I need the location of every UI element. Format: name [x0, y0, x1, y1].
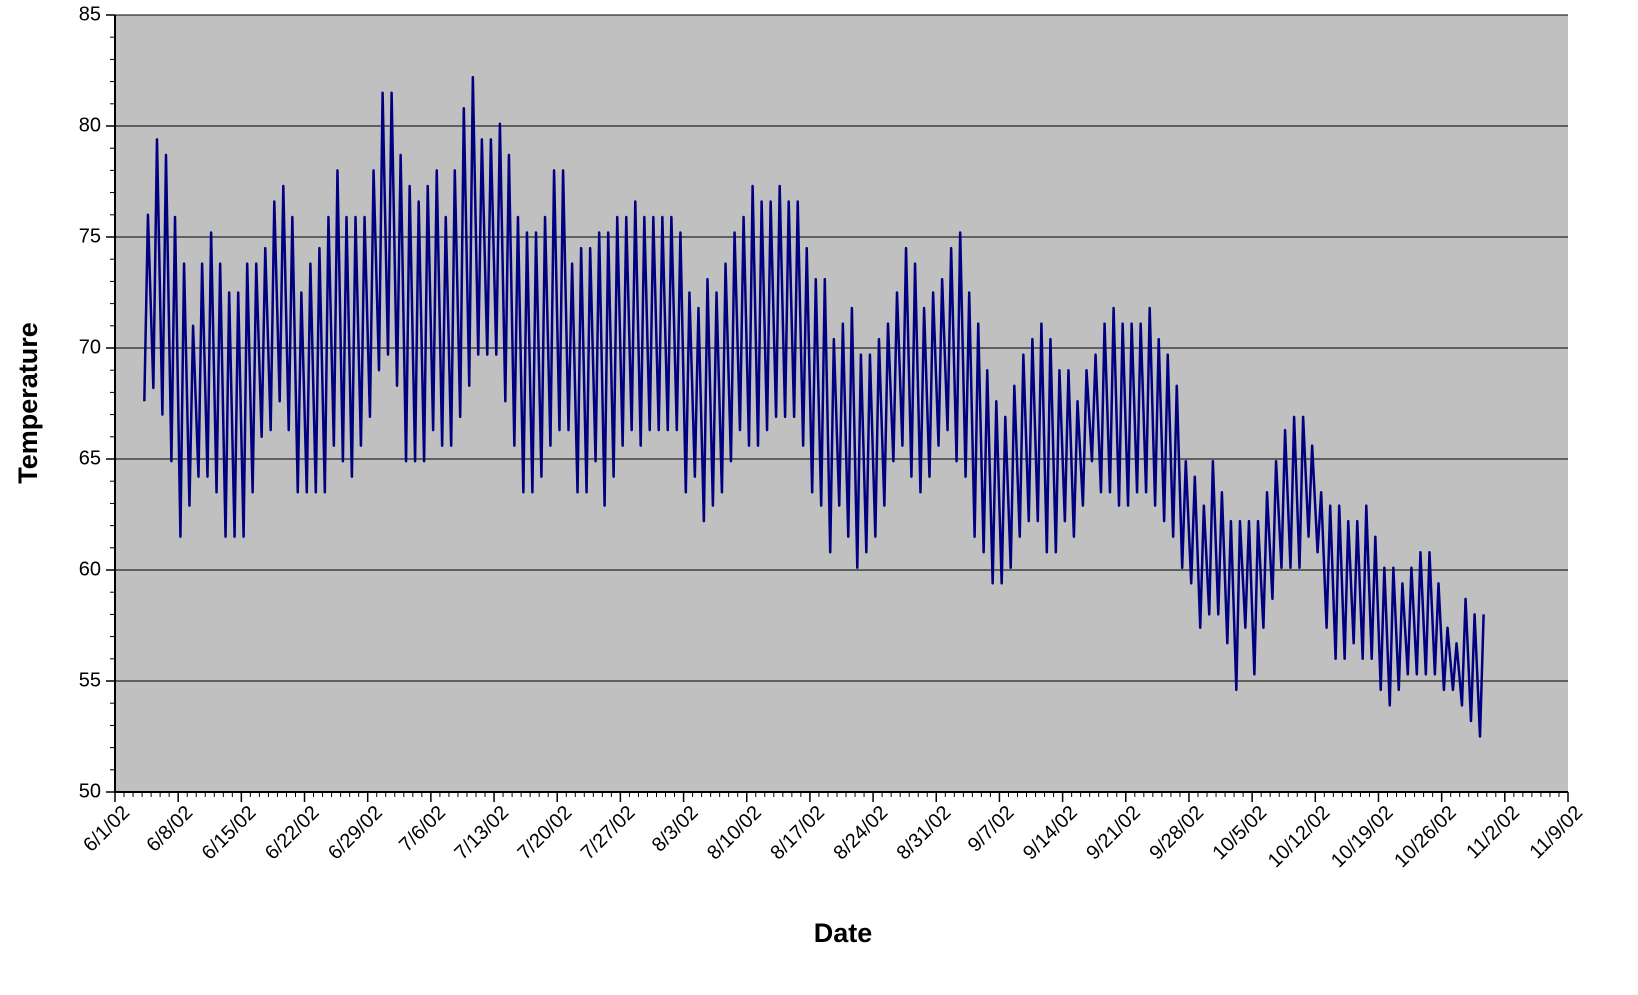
- x-tick-label: 8/10/02: [703, 802, 766, 865]
- x-axis-title: Date: [814, 918, 873, 948]
- x-tick-label: 11/2/02: [1462, 802, 1524, 864]
- y-tick-label: 50: [79, 780, 101, 802]
- x-tick-label: 6/29/02: [324, 802, 387, 865]
- x-tick-label: 6/22/02: [261, 802, 324, 865]
- x-tick-label: 9/14/02: [1019, 802, 1082, 865]
- x-tick-label: 8/31/02: [893, 802, 956, 865]
- x-tick-label: 9/21/02: [1082, 802, 1145, 865]
- x-tick-label: 6/15/02: [198, 802, 261, 865]
- y-tick-label: 70: [79, 336, 101, 358]
- x-tick-label: 7/20/02: [514, 802, 577, 865]
- x-tick-label: 7/27/02: [577, 802, 640, 865]
- y-axis-title: Temperature: [13, 322, 43, 484]
- x-tick-label: 10/19/02: [1327, 802, 1398, 873]
- x-tick-label: 11/9/02: [1525, 802, 1587, 864]
- x-tick-label: 10/12/02: [1264, 802, 1335, 873]
- y-tick-label: 60: [79, 558, 101, 580]
- x-tick-label: 6/1/02: [79, 802, 134, 857]
- x-tick-label: 10/26/02: [1390, 802, 1461, 873]
- y-tick-label: 80: [79, 114, 101, 136]
- y-tick-label: 75: [79, 225, 101, 247]
- x-tick-label: 8/17/02: [766, 802, 829, 865]
- x-tick-label: 6/8/02: [142, 802, 197, 857]
- x-tick-label: 7/6/02: [395, 802, 450, 857]
- x-tick-label: 9/28/02: [1145, 802, 1208, 865]
- x-tick-label: 8/24/02: [829, 802, 892, 865]
- x-tick-label: 9/7/02: [964, 802, 1019, 857]
- x-tick-label: 7/13/02: [450, 802, 513, 865]
- x-tick-label: 8/3/02: [648, 802, 703, 857]
- y-tick-label: 65: [79, 447, 101, 469]
- temperature-line: [143, 75, 1485, 738]
- x-tick-label: 10/5/02: [1209, 802, 1272, 865]
- y-tick-label: 55: [79, 669, 101, 691]
- y-tick-label: 85: [79, 3, 101, 25]
